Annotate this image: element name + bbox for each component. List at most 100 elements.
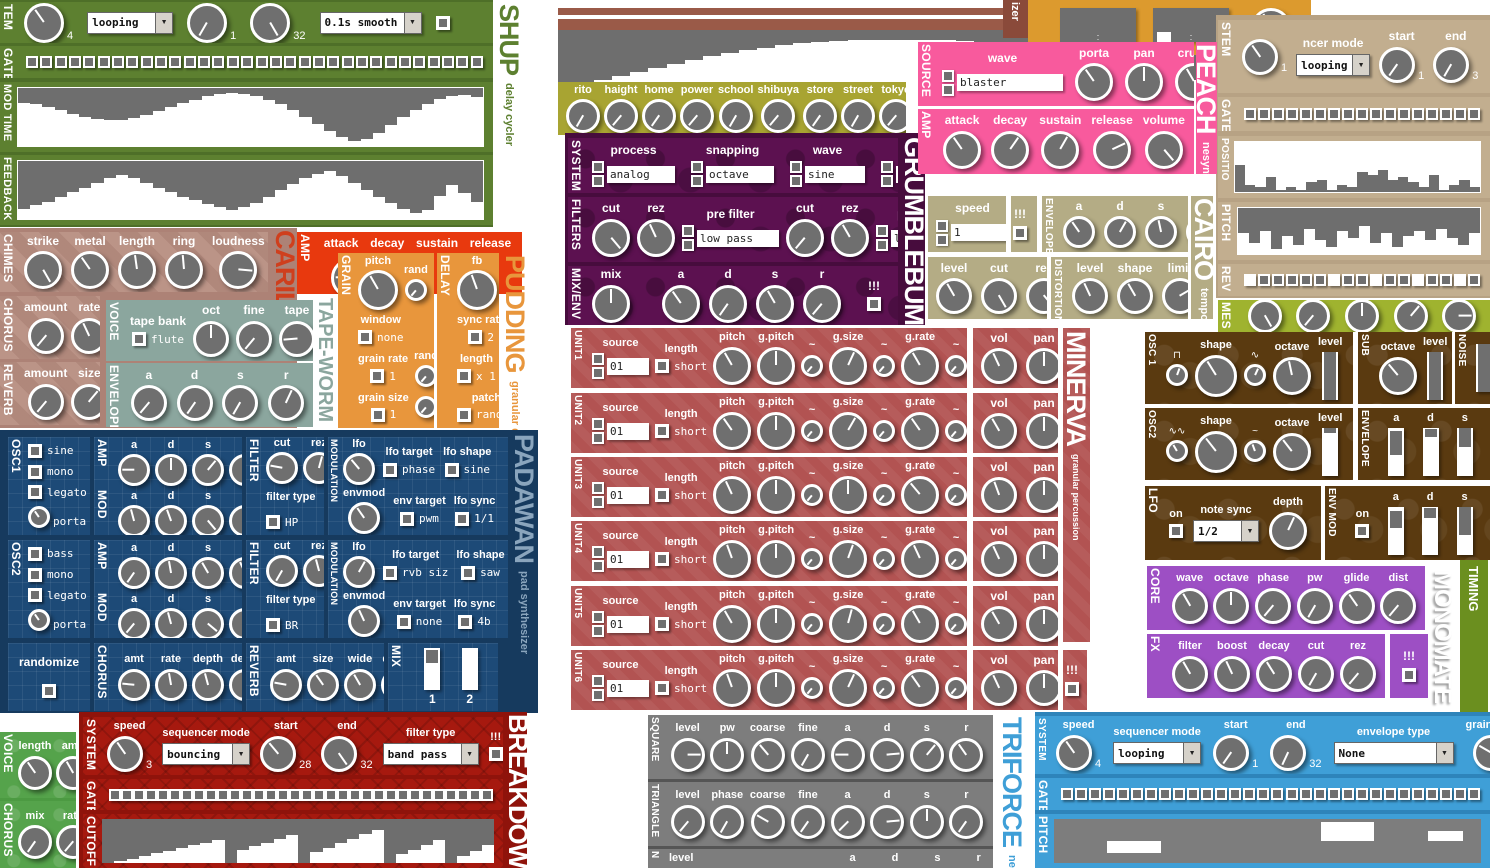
knob[interactable]	[1117, 278, 1153, 315]
checkbox[interactable]	[458, 614, 473, 629]
spinner-down-button[interactable]	[592, 625, 604, 638]
knob[interactable]	[155, 454, 187, 487]
gate-step-checkbox[interactable]	[253, 788, 265, 801]
text-field[interactable]: low pass	[697, 229, 779, 247]
knob[interactable]	[268, 385, 305, 422]
spinner-up-button[interactable]	[881, 161, 893, 174]
spinner-up-button[interactable]	[592, 675, 604, 688]
dropdown[interactable]: 1/2 ▼	[1193, 520, 1259, 543]
knob[interactable]	[757, 539, 796, 578]
knob[interactable]	[901, 539, 940, 578]
knob[interactable]	[1338, 587, 1375, 624]
knob[interactable]	[192, 505, 224, 535]
spinner-up-button[interactable]	[592, 482, 604, 495]
knob[interactable]	[1093, 130, 1132, 169]
knob[interactable]	[1270, 734, 1307, 771]
gate-step-checkbox[interactable]	[1412, 274, 1424, 286]
gate-step-checkbox[interactable]	[413, 56, 426, 68]
knob[interactable]	[118, 251, 156, 290]
knob[interactable]	[1104, 216, 1136, 249]
knob[interactable]	[229, 608, 242, 638]
knob[interactable]	[1195, 430, 1237, 473]
knob[interactable]	[901, 346, 940, 385]
knob[interactable]	[457, 270, 497, 311]
spinner-buttons[interactable]	[936, 219, 948, 246]
knob[interactable]	[713, 539, 752, 578]
knob[interactable]	[1273, 432, 1311, 471]
knob[interactable]	[24, 251, 62, 290]
knob[interactable]	[709, 284, 747, 323]
knob[interactable]	[1063, 216, 1095, 249]
knob[interactable]	[750, 804, 785, 839]
knob[interactable]	[71, 251, 109, 290]
knob[interactable]	[1472, 734, 1490, 771]
knob[interactable]	[879, 99, 906, 134]
gate-step-checkbox[interactable]	[1187, 788, 1200, 800]
gate-step-checkbox[interactable]	[457, 788, 469, 801]
knob[interactable]	[28, 506, 50, 529]
knob[interactable]	[713, 604, 752, 643]
slider[interactable]	[1427, 351, 1444, 400]
text-field[interactable]: sine	[805, 165, 865, 183]
gate-step-checkbox[interactable]	[1103, 788, 1116, 800]
knob[interactable]	[713, 346, 752, 385]
knob[interactable]	[165, 251, 203, 290]
knob[interactable]	[1026, 477, 1058, 514]
knob[interactable]	[790, 737, 825, 772]
gate-step-checkbox[interactable]	[1215, 788, 1228, 800]
text-field[interactable]: 1	[951, 224, 1006, 242]
knob[interactable]	[1072, 278, 1108, 315]
gate-step-checkbox[interactable]	[169, 788, 181, 801]
gate-step-checkbox[interactable]	[1370, 108, 1382, 120]
gate-step-checkbox[interactable]	[1131, 788, 1144, 800]
slider[interactable]	[461, 647, 478, 690]
gate-step-checkbox[interactable]	[1468, 108, 1480, 120]
feedback-step-graph[interactable]	[17, 160, 484, 220]
knob[interactable]	[1166, 439, 1188, 462]
gate-step-checkbox[interactable]	[284, 56, 297, 68]
spinner-buttons[interactable]	[592, 353, 604, 380]
knob[interactable]	[1380, 587, 1417, 624]
knob[interactable]	[803, 284, 841, 323]
gate-step-checkbox[interactable]	[327, 56, 340, 68]
knob[interactable]	[829, 346, 868, 385]
knob[interactable]	[414, 395, 434, 418]
knob[interactable]	[118, 557, 150, 590]
mod-time-step-graph[interactable]	[17, 87, 484, 147]
gate-step-checkbox[interactable]	[1271, 788, 1284, 800]
text-field[interactable]: 01	[607, 422, 649, 440]
knob[interactable]	[192, 454, 224, 487]
spinner-up-button[interactable]	[682, 225, 694, 238]
gate-step-checkbox[interactable]	[226, 56, 239, 68]
knob[interactable]	[801, 354, 824, 377]
knob[interactable]	[870, 737, 905, 772]
dropdown-arrow-icon[interactable]: ▼	[1183, 743, 1201, 764]
knob[interactable]	[981, 606, 1017, 643]
knob[interactable]	[1214, 655, 1250, 692]
knob[interactable]	[27, 317, 64, 354]
spinner-up-button[interactable]	[790, 161, 802, 174]
knob[interactable]	[1026, 541, 1058, 578]
knob[interactable]	[192, 557, 224, 590]
knob[interactable]	[750, 737, 785, 772]
spinner-up-button[interactable]	[936, 219, 948, 232]
knob[interactable]	[670, 737, 705, 772]
spinner-up-button[interactable]	[592, 161, 604, 174]
checkbox[interactable]	[28, 546, 42, 561]
dropdown-arrow-icon[interactable]: ▼	[232, 744, 250, 765]
knob[interactable]	[945, 676, 967, 699]
spinner-buttons[interactable]	[790, 161, 802, 188]
gate-step-checkbox[interactable]	[312, 56, 325, 68]
gate-step-checkbox[interactable]	[341, 56, 354, 68]
gate-step-checkbox[interactable]	[1454, 274, 1466, 286]
knob[interactable]	[801, 419, 824, 442]
knob[interactable]	[1026, 413, 1058, 450]
text-field[interactable]: blaster	[957, 74, 1063, 92]
knob[interactable]	[713, 411, 752, 450]
knob[interactable]	[229, 557, 242, 590]
gate-step-checkbox[interactable]	[133, 788, 145, 801]
knob[interactable]	[981, 278, 1017, 315]
gate-step-checkbox[interactable]	[1229, 788, 1242, 800]
gate-step-checkbox[interactable]	[241, 788, 253, 801]
spinner-buttons[interactable]	[881, 161, 893, 188]
